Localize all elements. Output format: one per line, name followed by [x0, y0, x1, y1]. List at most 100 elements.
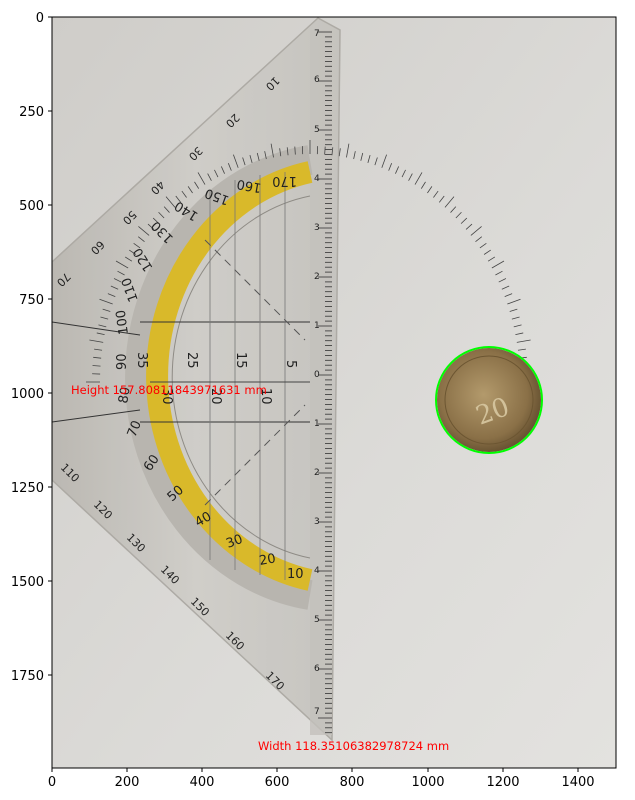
arc-tick — [147, 223, 155, 230]
yellow-num: 10 — [287, 567, 304, 582]
edge-num: 2 — [314, 468, 320, 478]
x-tick-label: 1200 — [486, 775, 519, 790]
arc-tick — [360, 152, 364, 161]
edge-num: 3 — [314, 517, 320, 527]
arc-tick — [110, 285, 119, 290]
coin: 20 — [435, 346, 543, 454]
y-tick-label: 1750 — [11, 669, 44, 684]
protractor: 170 160 150 140 130 120 110 100 90 80 70… — [52, 17, 534, 742]
arc-tick — [401, 169, 406, 178]
arc-tick — [227, 163, 232, 171]
x-axis: 0 200 400 600 800 1000 1200 1400 — [48, 768, 595, 790]
arc-tick — [194, 181, 200, 189]
arc-tick — [137, 236, 145, 242]
arc-tick — [207, 173, 212, 181]
x-tick-label: 0 — [48, 775, 56, 790]
edge-ruler-ticks — [318, 31, 332, 734]
arc-tick — [427, 186, 433, 194]
x-tick-label: 200 — [115, 775, 140, 790]
edge-num: 7 — [314, 29, 320, 39]
edge-num: 0 — [314, 370, 320, 380]
width-measurement: Width 118.35106382978724 mm — [258, 739, 449, 753]
detected-circle — [435, 346, 543, 454]
arc-tick — [115, 260, 129, 269]
arc-tick — [487, 256, 496, 262]
arc-tick — [517, 348, 526, 351]
edge-num: 4 — [314, 566, 320, 576]
edge-num: 5 — [314, 615, 320, 625]
center-numbers: 35 25 15 5 30 20 10 — [134, 352, 298, 405]
arc-tick — [475, 236, 483, 242]
y-tick-label: 250 — [19, 105, 44, 120]
center-num: 10 — [258, 388, 273, 405]
center-num: 25 — [184, 352, 199, 369]
arc-tick — [89, 339, 104, 343]
arc-tick — [381, 154, 387, 168]
edge-numbers: 7 6 5 4 3 2 1 0 1 2 3 4 5 6 7 — [314, 29, 320, 717]
arc-tick — [450, 206, 457, 213]
arc-tick — [479, 242, 487, 249]
arc-tick — [233, 154, 239, 168]
arc-tick — [455, 211, 462, 219]
arc-tick — [197, 172, 206, 185]
arc-tick — [113, 278, 122, 283]
arc-tick — [100, 316, 109, 320]
edge-num: 4 — [314, 174, 320, 184]
arc-tick — [470, 226, 482, 236]
center-num: 20 — [208, 388, 223, 405]
x-tick-marks — [51, 768, 579, 772]
yellow-num: 20 — [258, 551, 277, 569]
arc-tick — [92, 365, 101, 367]
edge-num: 2 — [314, 272, 320, 282]
arc-tick — [509, 308, 518, 312]
arc-tick — [420, 181, 426, 189]
center-num: 30 — [159, 388, 174, 405]
arc-tick — [374, 157, 378, 166]
arc-tick — [414, 172, 423, 185]
arc-tick — [249, 155, 253, 163]
arc-tick — [214, 169, 219, 178]
edge-num: 7 — [314, 707, 320, 717]
arc-tick — [294, 146, 296, 155]
arc-tick — [324, 146, 326, 155]
edge-num: 6 — [314, 664, 320, 674]
arc-tick — [181, 190, 187, 198]
y-tick-label: 500 — [19, 199, 44, 214]
x-tick-label: 1000 — [411, 775, 444, 790]
arc-tick — [99, 298, 113, 305]
arc-tick — [507, 298, 521, 305]
arc-tick — [395, 166, 400, 174]
yellow-num: 160 — [236, 176, 263, 195]
arc-tick — [491, 260, 505, 269]
arc-tick — [483, 249, 491, 255]
y-tick-label: 1000 — [11, 387, 44, 402]
yellow-num: 100 — [114, 309, 132, 336]
y-tick-label: 1500 — [11, 575, 44, 590]
edge-num: 6 — [314, 75, 320, 85]
arc-tick — [129, 249, 137, 255]
arc-tick — [107, 293, 116, 297]
arc-tick — [124, 256, 133, 262]
yellow-num: 70 — [125, 419, 145, 440]
arc-tick — [94, 348, 103, 351]
arc-tick — [165, 196, 176, 208]
yellow-num: 80 — [116, 386, 134, 405]
arc-tick — [501, 285, 510, 290]
arc-tick — [242, 157, 246, 166]
x-tick-label: 1400 — [561, 775, 594, 790]
arc-tick — [133, 242, 141, 249]
arc-tick — [465, 223, 473, 230]
photo: 170 160 150 140 130 120 110 100 90 80 70… — [52, 17, 616, 768]
y-tick-label: 1250 — [11, 481, 44, 496]
arc-tick — [498, 278, 507, 283]
arc-tick — [138, 226, 150, 236]
arc-tick — [98, 324, 107, 328]
arc-tick — [511, 316, 520, 320]
arc-tick — [444, 196, 455, 208]
arc-tick — [388, 163, 393, 171]
edge-num: 5 — [314, 125, 320, 135]
arc-tick — [175, 195, 182, 203]
arc-tick — [286, 147, 289, 156]
y-axis: 0 250 500 750 1000 1250 1500 1750 — [11, 11, 52, 684]
